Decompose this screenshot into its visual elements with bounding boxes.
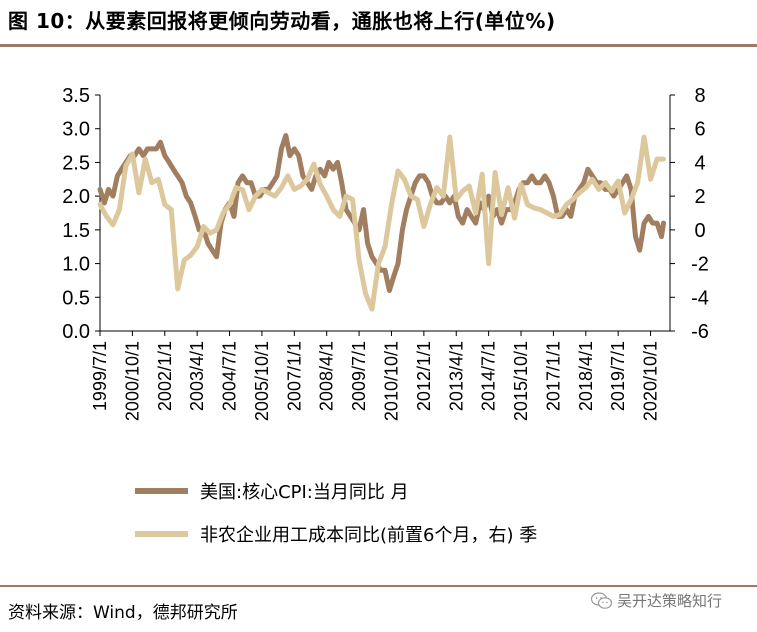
left-tick-label: 1.5 [62, 220, 90, 242]
x-tick-label: 2017/1/1 [543, 341, 563, 411]
x-tick-label: 2020/10/1 [641, 341, 661, 421]
right-tick-label: 8 [694, 85, 705, 107]
right-tick-label: -2 [691, 254, 709, 276]
watermark-text: 吴开达策略知行 [617, 592, 723, 610]
x-axis: 1999/7/1 2000/10/1 2002/1/1 2003/4/1 2004/7/… [90, 331, 661, 421]
x-tick-label: 2000/10/1 [122, 341, 142, 421]
right-tick-label: 4 [694, 152, 705, 174]
series-labor-cost-line [97, 134, 666, 312]
top-divider [0, 44, 757, 47]
left-tick-label: 3.5 [62, 85, 90, 107]
x-tick-label: 2010/10/1 [381, 341, 401, 421]
wechat-icon [591, 591, 613, 609]
x-tick-label: 2013/4/1 [446, 341, 466, 411]
left-tick-label: 2.5 [62, 152, 90, 174]
x-tick-label: 2007/1/1 [284, 341, 304, 411]
right-tick-label: 0 [694, 220, 705, 242]
x-tick-label: 2019/7/1 [608, 341, 628, 411]
right-tick-label: -4 [691, 287, 709, 309]
x-tick-label: 2018/4/1 [576, 341, 596, 411]
x-tick-label: 2015/10/1 [511, 341, 531, 421]
series-core-cpi-line [97, 133, 666, 293]
source-note: 资料来源：Wind，德邦研究所 [8, 603, 238, 623]
right-tick-label: -6 [691, 321, 709, 343]
left-y-axis: 0.0 0.5 1.0 1.5 2.0 2.5 3.0 3.5 [62, 85, 100, 343]
series-lines [97, 133, 666, 312]
x-tick-label: 2008/4/1 [317, 341, 337, 411]
x-tick-label: 2014/7/1 [479, 341, 499, 411]
line-chart: 0.0 0.5 1.0 1.5 2.0 2.5 3.0 3.5 -6 -4 -2 0 2 4 6 8 199… [62, 85, 709, 546]
x-tick-label: 2004/7/1 [220, 341, 240, 411]
plot-area [99, 95, 671, 332]
chart-title: 图 10：从要素回报将更倾向劳动看，通胀也将上行(单位%) [8, 9, 556, 33]
right-tick-label: 6 [694, 119, 705, 141]
left-tick-label: 3.0 [62, 119, 90, 141]
left-tick-label: 1.0 [62, 254, 90, 276]
right-tick-label: 2 [694, 186, 705, 208]
bottom-divider [0, 585, 757, 587]
left-tick-label: 2.0 [62, 186, 90, 208]
left-tick-label: 0.5 [62, 287, 90, 309]
x-tick-label: 2009/7/1 [349, 341, 369, 411]
legend-label: 非农企业用工成本同比(前置6个月，右) 季 [200, 525, 537, 546]
x-tick-label: 2005/10/1 [252, 341, 272, 421]
x-tick-label: 2002/1/1 [155, 341, 175, 411]
right-y-axis: -6 -4 -2 0 2 4 6 8 [670, 85, 709, 343]
x-tick-label: 2003/4/1 [187, 341, 207, 411]
left-tick-label: 0.0 [62, 321, 90, 343]
legend-label: 美国:核心CPI:当月同比 月 [200, 482, 409, 503]
watermark: 吴开达策略知行 [591, 590, 722, 611]
x-tick-label: 1999/7/1 [90, 341, 110, 411]
x-tick-label: 2012/1/1 [414, 341, 434, 411]
